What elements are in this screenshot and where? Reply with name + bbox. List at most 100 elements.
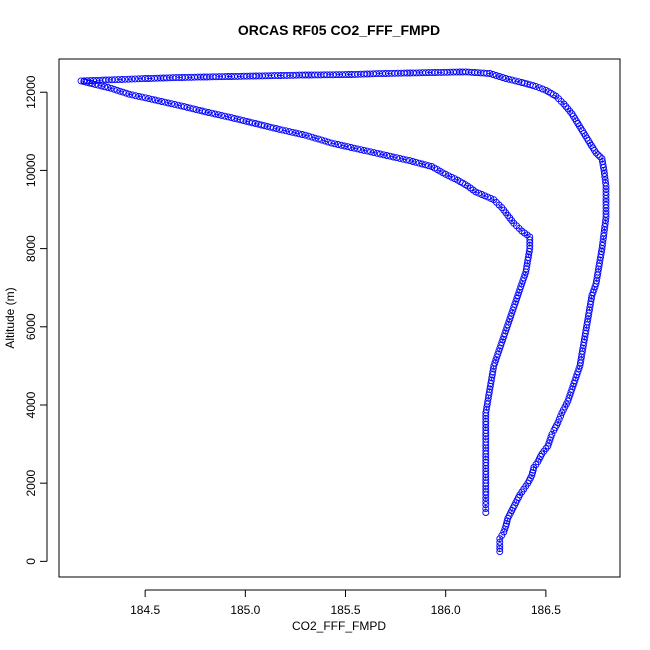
data-point (305, 132, 313, 140)
data-point (145, 95, 153, 103)
data-point (279, 126, 287, 134)
data-point (418, 160, 426, 168)
data-point (496, 344, 504, 352)
series-points (77, 68, 610, 556)
data-point (596, 153, 604, 161)
data-point (475, 189, 483, 197)
data-point (376, 150, 384, 158)
data-point (151, 96, 159, 104)
data-point (555, 415, 563, 423)
y-tick-label: 12000 (24, 75, 38, 109)
data-point (393, 154, 401, 162)
data-point (363, 147, 371, 155)
data-point (515, 78, 523, 86)
x-axis: 184.5 185.0 185.5 186.0 186.5 (130, 589, 561, 617)
data-point (141, 94, 149, 102)
data-point (511, 77, 519, 85)
data-point (298, 131, 306, 138)
data-point (328, 139, 335, 147)
y-tick-label: 6000 (24, 313, 38, 340)
data-point (282, 127, 290, 135)
data-point (321, 137, 329, 145)
data-point (272, 125, 280, 133)
data-point (301, 131, 309, 139)
data-point (91, 80, 99, 88)
data-point (511, 300, 519, 308)
data-point (341, 142, 348, 150)
data-point (347, 144, 355, 151)
data-point (383, 152, 391, 159)
data-point (104, 84, 112, 91)
data-point (412, 158, 420, 166)
data-point (164, 99, 172, 107)
data-point (211, 110, 219, 118)
data-point (548, 430, 556, 438)
data-point (402, 156, 410, 164)
data-point (118, 76, 126, 83)
data-point (214, 111, 222, 119)
data-point (495, 73, 503, 80)
data-point (334, 141, 342, 148)
data-point (574, 368, 582, 376)
data-point (425, 162, 432, 170)
data-point (208, 109, 216, 117)
x-tick-label: 185.0 (230, 603, 260, 617)
data-point (138, 75, 146, 83)
data-point (131, 75, 139, 83)
data-point (174, 101, 182, 109)
data-point (482, 491, 490, 499)
data-point (554, 419, 562, 427)
data-point (496, 538, 504, 546)
data-point (521, 271, 529, 279)
data-point (508, 76, 516, 84)
data-point (128, 75, 136, 83)
data-point (221, 112, 229, 120)
data-point (598, 155, 606, 163)
data-point (566, 391, 574, 399)
data-point (562, 102, 570, 110)
data-point (373, 149, 381, 157)
data-point (135, 75, 142, 83)
data-point (546, 436, 554, 444)
data-point (571, 377, 579, 385)
data-point (589, 289, 597, 297)
data-point (588, 292, 596, 299)
data-point (324, 138, 332, 146)
data-point (318, 136, 326, 144)
data-point (107, 84, 115, 92)
data-point (128, 91, 136, 99)
data-point (110, 85, 118, 93)
data-point (389, 153, 397, 161)
data-point (113, 86, 121, 94)
data-point (504, 321, 512, 329)
data-point (568, 110, 576, 118)
x-tick-label: 185.5 (330, 603, 360, 617)
data-point (205, 109, 212, 116)
plot-frame (58, 58, 621, 578)
data-point (482, 497, 490, 505)
x-tick-label: 184.5 (130, 603, 160, 617)
data-point (564, 397, 572, 405)
data-point (141, 75, 149, 82)
data-point (498, 531, 506, 539)
data-point (295, 130, 303, 138)
data-point (406, 157, 414, 165)
data-point (201, 108, 209, 116)
data-point (529, 469, 536, 477)
data-point (573, 371, 581, 379)
data-point (482, 501, 490, 509)
data-point (331, 140, 339, 148)
data-point (518, 79, 526, 86)
data-point (218, 111, 225, 119)
data-point (493, 353, 501, 361)
data-point (492, 356, 500, 364)
data-point (386, 152, 394, 160)
data-point (505, 75, 513, 83)
data-point (344, 143, 352, 151)
data-point (520, 274, 528, 282)
data-point (482, 494, 490, 502)
data-point (502, 75, 510, 82)
x-tick-label: 186.0 (431, 603, 461, 617)
